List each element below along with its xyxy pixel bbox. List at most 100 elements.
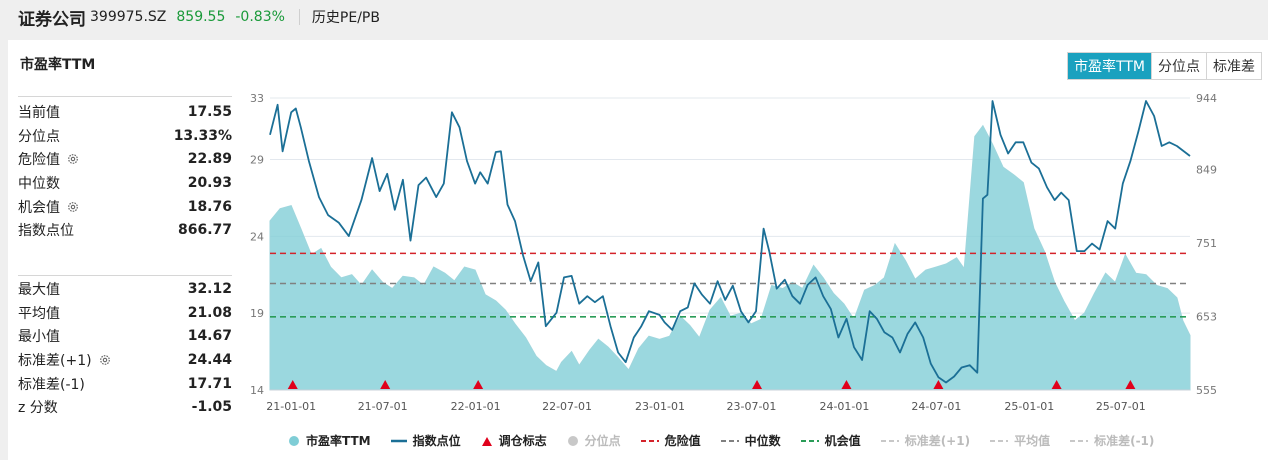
- y-left-tick: 14: [250, 384, 264, 397]
- gear-icon[interactable]: [67, 201, 79, 213]
- stat-value: 17.71: [187, 375, 232, 392]
- legend-dot-icon: [567, 435, 578, 446]
- legend-item[interactable]: 标准差(-1): [1070, 432, 1154, 449]
- header-bar: 证券公司 399975.SZ 859.55 -0.83% 历史PE/PB: [0, 0, 1268, 34]
- legend-label: 中位数: [744, 434, 781, 448]
- y-right-tick: 944: [1196, 92, 1217, 105]
- x-tick: 24-01-01: [819, 400, 869, 413]
- legend-label: 指数点位: [412, 434, 461, 448]
- legend-item[interactable]: 机会值: [800, 432, 861, 449]
- legend-item[interactable]: 中位数: [720, 432, 781, 449]
- legend-triangle-icon: [481, 436, 492, 446]
- legend-label: 标准差(-1): [1094, 434, 1155, 448]
- stat-label: 平均值: [18, 305, 60, 322]
- stat-row: 机会值 18.76: [18, 195, 232, 219]
- legend-item[interactable]: 标准差(+1): [880, 432, 970, 449]
- x-tick: 22-01-01: [451, 400, 501, 413]
- rebalance-marker: [1125, 380, 1136, 389]
- legend-label: 平均值: [1014, 434, 1051, 448]
- legend-line-icon: [390, 439, 407, 442]
- stat-row: 标准差(-1) 17.71: [18, 372, 232, 396]
- legend-item[interactable]: 危险值: [640, 432, 701, 449]
- stat-row: z 分数 -1.05: [18, 395, 232, 419]
- x-tick: 23-01-01: [635, 400, 685, 413]
- y-left-tick: 33: [250, 92, 264, 105]
- x-tick: 22-07-01: [542, 400, 592, 413]
- legend-item[interactable]: 平均值: [990, 432, 1050, 449]
- index-name: 证券公司: [18, 9, 86, 30]
- stat-label: 最小值: [18, 329, 60, 346]
- stat-row: 中位数 20.93: [18, 171, 232, 195]
- pe-chart: 14 19 24 29 33 555 653 751 849 944 21-01-01 21-07-0…: [250, 92, 1217, 413]
- stat-label-wrap: 指数点位: [18, 220, 74, 240]
- stat-label-wrap: 标准差(+1): [18, 350, 111, 370]
- y-right-tick: 653: [1196, 310, 1217, 323]
- stat-value: 14.67: [187, 328, 232, 345]
- stat-label-wrap: 标准差(-1): [18, 374, 85, 394]
- y-right-tick: 751: [1196, 237, 1217, 250]
- stat-value: 18.76: [187, 198, 232, 215]
- legend-item[interactable]: 调仓标志: [481, 432, 547, 449]
- legend-label: 调仓标志: [498, 434, 547, 448]
- legend-dash-icon: [640, 439, 659, 442]
- legend-dash-icon: [720, 439, 739, 442]
- section-link[interactable]: 历史PE/PB: [311, 10, 380, 26]
- stat-value: 22.89: [187, 151, 232, 168]
- legend-item[interactable]: 市盈率TTM: [288, 432, 371, 449]
- stat-value: 866.77: [177, 222, 232, 239]
- x-tick: 25-01-01: [1004, 400, 1054, 413]
- x-tick: 25-07-01: [1096, 400, 1146, 413]
- chart-legend: 市盈率TTM 指数点位 调仓标志 分位点 危险值 中位数 机会值 标准差(+1) 平均值 标准差(…: [288, 432, 1174, 449]
- stat-label: 分位点: [18, 128, 60, 145]
- pe-area: [269, 124, 1191, 391]
- index-line: [269, 100, 1191, 384]
- rebalance-marker: [752, 380, 763, 389]
- legend-dash-icon: [880, 439, 899, 442]
- gear-icon[interactable]: [99, 354, 111, 366]
- stat-label: 当前值: [18, 104, 60, 121]
- stat-row: 当前值 17.55: [18, 100, 232, 124]
- stat-value: 21.08: [187, 304, 232, 321]
- legend-dash-icon: [1070, 439, 1089, 442]
- stat-row: 最小值 14.67: [18, 324, 232, 348]
- y-left-tick: 19: [250, 307, 264, 320]
- tab-0[interactable]: 市盈率TTM: [1068, 53, 1151, 79]
- stat-label: 中位数: [18, 175, 60, 192]
- legend-label: 市盈率TTM: [306, 434, 371, 448]
- stat-label-wrap: 危险值: [18, 149, 79, 169]
- legend-item[interactable]: 分位点: [567, 432, 621, 449]
- legend-dot-icon: [289, 435, 299, 446]
- tab-2[interactable]: 标准差: [1206, 53, 1261, 79]
- legend-label: 危险值: [664, 434, 701, 448]
- stat-label-wrap: 分位点: [18, 126, 60, 146]
- stat-label-wrap: 当前值: [18, 102, 60, 122]
- y-left-tick: 24: [250, 230, 264, 243]
- rebalance-marker: [287, 380, 298, 389]
- legend-label: 分位点: [584, 434, 621, 448]
- stat-value: 24.44: [187, 351, 232, 368]
- stats-current: 当前值 17.55 分位点 13.33% 危险值 22.89 中位数 20.93 机会值 18.7…: [18, 100, 232, 242]
- y-right-tick: 555: [1196, 384, 1217, 397]
- stat-label-wrap: 最小值: [18, 326, 60, 346]
- gear-icon[interactable]: [67, 153, 79, 165]
- index-code: 399975.SZ: [90, 9, 167, 25]
- stats-summary: 最大值 32.12 平均值 21.08 最小值 14.67 标准差(+1) 24.44 标准差(…: [18, 277, 232, 419]
- legend-item[interactable]: 指数点位: [390, 432, 461, 449]
- valuation-panel: 市盈率TTM 市盈率TTM 分位点 标准差 当前值 17.55 分位点 13.33% 危险值…: [8, 40, 1268, 460]
- stat-row: 最大值 32.12: [18, 277, 232, 301]
- header-divider: [298, 9, 300, 25]
- panel-title: 市盈率TTM: [20, 57, 96, 73]
- stat-row: 危险值 22.89: [18, 147, 232, 171]
- stat-row: 指数点位 866.77: [18, 218, 232, 242]
- metric-tabs: 市盈率TTM 分位点 标准差: [1067, 52, 1262, 80]
- stats-divider-mid: [18, 275, 232, 276]
- y-right-tick: 849: [1196, 163, 1217, 176]
- rebalance-marker: [473, 380, 484, 389]
- stat-label: 危险值: [18, 152, 60, 169]
- tab-1[interactable]: 分位点: [1151, 53, 1206, 79]
- stat-label-wrap: z 分数: [18, 397, 58, 417]
- x-tick: 21-01-01: [266, 400, 316, 413]
- stat-label: 指数点位: [18, 223, 74, 240]
- y-left-tick: 29: [250, 153, 264, 166]
- legend-dash-icon: [800, 439, 819, 442]
